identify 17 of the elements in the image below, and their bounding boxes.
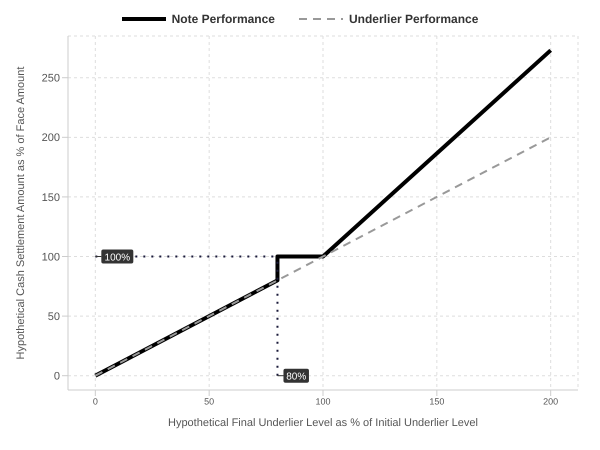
y-tick-label: 50 (48, 311, 60, 324)
x-tick-label: 0 (92, 396, 98, 406)
y-tick-label: 150 (42, 192, 60, 204)
x-tick-label: 200 (543, 396, 558, 406)
legend-label: Underlier Performance (348, 12, 478, 26)
y-axis-title: Hypothetical Cash Settlement Amount as % of Face Amount (14, 66, 27, 360)
x-tick-label: 150 (429, 396, 444, 406)
y-tick-label: 100 (42, 251, 60, 264)
y-tick-label: 200 (42, 132, 60, 144)
annotation: 80% (286, 372, 306, 383)
annotation: 100% (104, 252, 130, 264)
x-tick-label: 50 (204, 396, 214, 406)
x-axis-title: Hypothetical Final Underlier Level as % of Initial Underlier Level (168, 417, 478, 429)
y-tick-label: 250 (42, 72, 60, 85)
y-tick-label: 0 (54, 370, 60, 383)
legend-label: Note Performance (170, 12, 275, 26)
x-tick-label: 100 (315, 396, 331, 406)
